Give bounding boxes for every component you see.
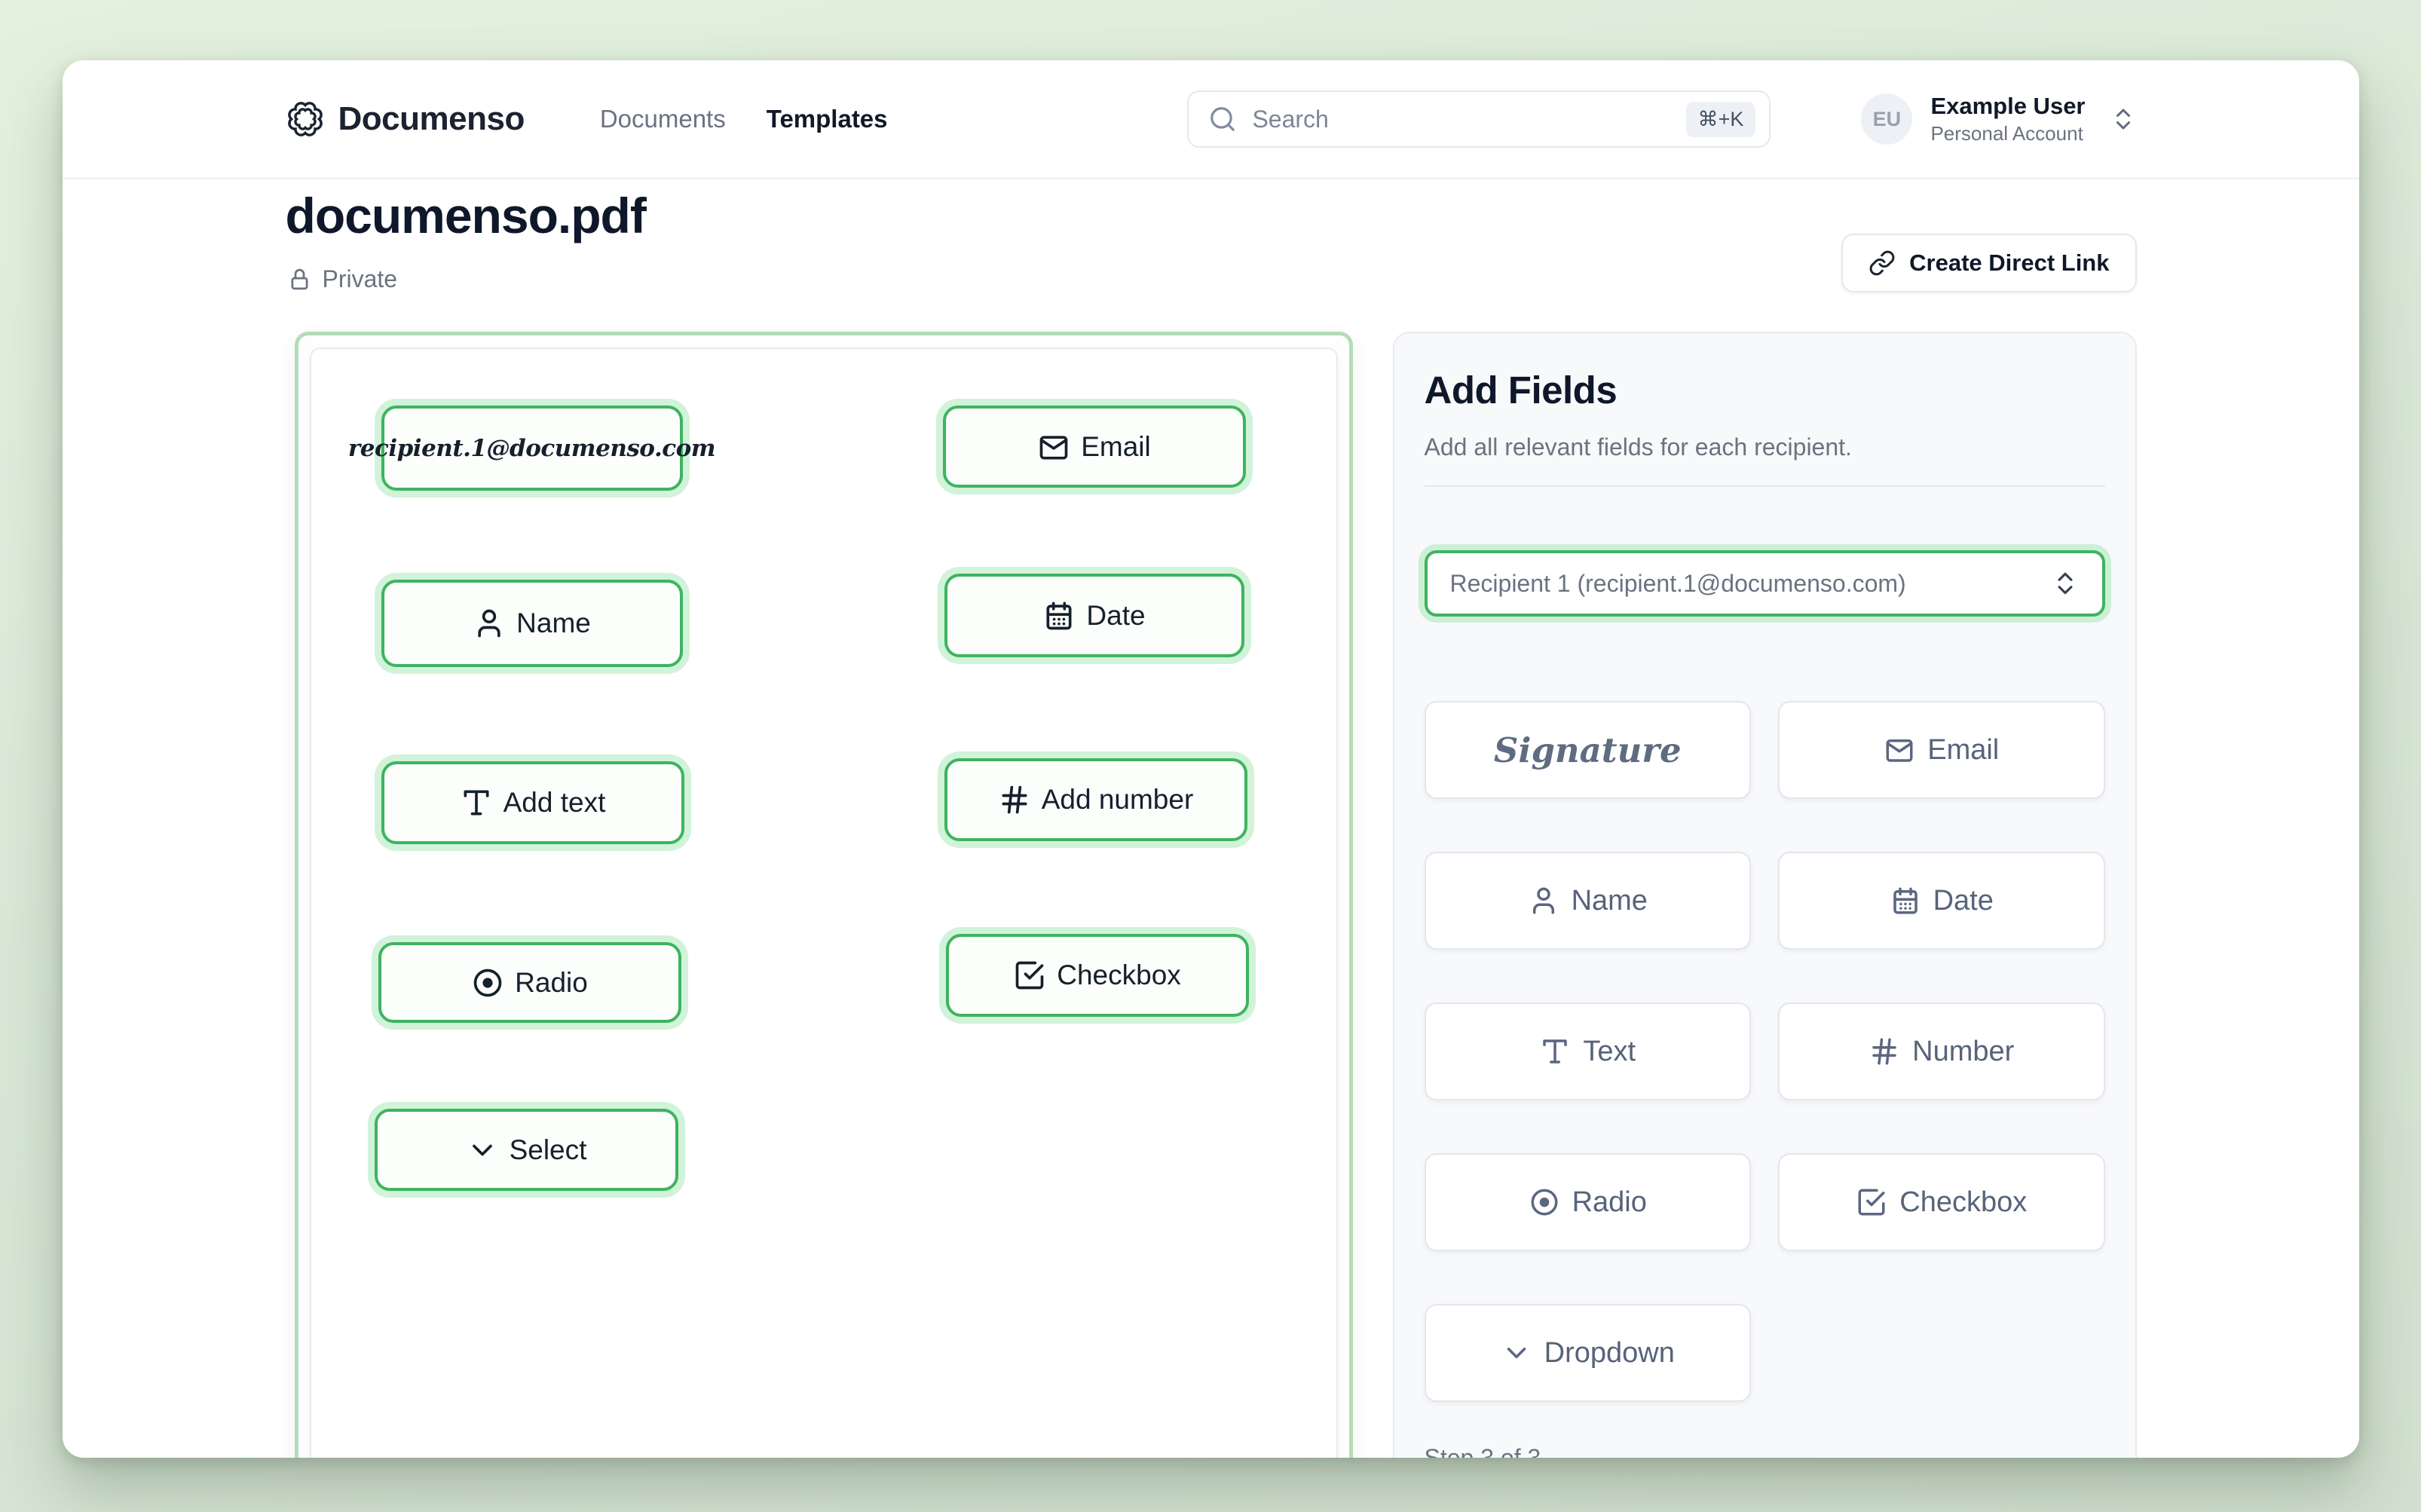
add-fields-panel: Add Fields Add all relevant fields for e… (1392, 332, 2137, 1458)
search-shortcut-badge: ⌘+K (1685, 101, 1756, 137)
visibility-label: Private (322, 265, 398, 292)
field-buttons-grid: Signature Email Name Date Text (1424, 701, 2105, 1402)
field-checkbox-label: Checkbox (1057, 960, 1181, 990)
account-type: Personal Account (1930, 121, 2083, 145)
field-radio[interactable]: Radio (378, 942, 681, 1023)
add-email-label: Email (1927, 733, 2000, 766)
field-number-label: Add number (1041, 784, 1194, 815)
hash-icon (1002, 785, 1027, 814)
add-number-label: Number (1912, 1035, 2015, 1067)
account-menu[interactable]: EU Example User Personal Account (1861, 93, 2136, 145)
type-icon (1543, 1039, 1568, 1064)
add-dropdown-button[interactable]: Dropdown (1424, 1304, 1751, 1402)
create-direct-link-label: Create Direct Link (1909, 249, 2110, 276)
field-select-label: Select (509, 1134, 587, 1165)
chevrons-up-down-icon (2057, 572, 2073, 595)
field-date[interactable]: Date (944, 574, 1244, 657)
search-icon (1210, 107, 1235, 131)
create-direct-link-button[interactable]: Create Direct Link (1841, 234, 2137, 292)
field-signature-label: recipient.1@documenso.com (347, 434, 716, 462)
avatar: EU (1861, 93, 1913, 145)
pdf-page: recipient.1@documenso.com Email Name Dat… (309, 347, 1338, 1458)
field-date-label: Date (1086, 599, 1146, 631)
add-signature-label: Signature (1493, 730, 1682, 770)
recipient-select[interactable]: Recipient 1 (recipient.1@documenso.com) (1424, 550, 2105, 617)
documenso-logo-icon (287, 102, 323, 136)
field-radio-label: Radio (515, 966, 588, 998)
nav-item-templates[interactable]: Templates (766, 105, 888, 133)
panel-divider (1424, 485, 2105, 487)
add-radio-label: Radio (1572, 1186, 1647, 1218)
document-drop-area: recipient.1@documenso.com Email Name Dat… (294, 332, 1353, 1458)
lock-icon (291, 268, 308, 290)
app-window: Documenso Documents Templates Search ⌘+K… (63, 60, 2359, 1458)
recipient-select-value: Recipient 1 (recipient.1@documenso.com) (1449, 569, 1906, 597)
checkbox-icon (1015, 961, 1044, 990)
calendar-icon (1046, 601, 1072, 629)
search-input[interactable]: Search ⌘+K (1187, 90, 1771, 148)
radio-icon (473, 969, 502, 996)
add-email-button[interactable]: Email (1778, 701, 2105, 799)
add-date-label: Date (1933, 884, 1994, 917)
user-icon (1532, 887, 1554, 914)
field-email-label: Email (1081, 430, 1151, 462)
user-icon (478, 609, 500, 638)
type-icon (464, 790, 489, 816)
calendar-icon (1893, 887, 1918, 914)
hash-icon (1872, 1038, 1896, 1065)
add-signature-button[interactable]: Signature (1424, 701, 1751, 799)
field-text[interactable]: Add text (381, 761, 684, 844)
panel-title: Add Fields (1424, 369, 1618, 412)
brand-name: Documenso (338, 100, 525, 137)
add-name-button[interactable]: Name (1424, 852, 1751, 950)
add-date-button[interactable]: Date (1778, 852, 2105, 950)
nav-item-documents[interactable]: Documents (599, 105, 726, 133)
mail-icon (1039, 435, 1068, 460)
chevrons-up-down-icon (2116, 109, 2130, 130)
add-text-button[interactable]: Text (1424, 1002, 1751, 1100)
page-title: documenso.pdf (285, 188, 647, 243)
account-text: Example User Personal Account (1930, 93, 2085, 145)
field-select[interactable]: Select (374, 1109, 678, 1191)
radio-icon (1531, 1189, 1558, 1216)
field-checkbox[interactable]: Checkbox (945, 934, 1249, 1017)
chevron-down-icon (1507, 1348, 1526, 1358)
visibility-badge: Private (287, 265, 398, 293)
add-checkbox-label: Checkbox (1899, 1186, 2028, 1218)
add-text-label: Text (1583, 1035, 1636, 1067)
field-number[interactable]: Add number (944, 758, 1247, 841)
search-placeholder: Search (1252, 105, 1329, 133)
top-navbar: Documenso Documents Templates Search ⌘+K… (63, 60, 2359, 179)
step-indicator: Step 3 of 3 (1424, 1444, 1541, 1458)
mail-icon (1886, 739, 1913, 762)
checkbox-icon (1858, 1189, 1885, 1216)
field-email[interactable]: Email (942, 406, 1246, 488)
account-name: Example User (1930, 93, 2086, 120)
add-dropdown-label: Dropdown (1544, 1336, 1675, 1369)
add-radio-button[interactable]: Radio (1424, 1153, 1751, 1251)
field-name-label: Name (516, 608, 591, 638)
panel-description: Add all relevant fields for each recipie… (1424, 433, 1852, 461)
add-name-label: Name (1571, 884, 1648, 917)
add-checkbox-button[interactable]: Checkbox (1778, 1153, 2105, 1251)
link-icon (1869, 250, 1895, 276)
chevron-down-icon (472, 1144, 492, 1155)
add-number-button[interactable]: Number (1778, 1002, 2105, 1100)
field-signature[interactable]: recipient.1@documenso.com (348, 406, 716, 491)
main-nav: Documents Templates (600, 105, 888, 133)
field-name[interactable]: Name (381, 580, 683, 667)
field-text-label: Add text (503, 787, 606, 818)
brand[interactable]: Documenso (286, 99, 525, 139)
